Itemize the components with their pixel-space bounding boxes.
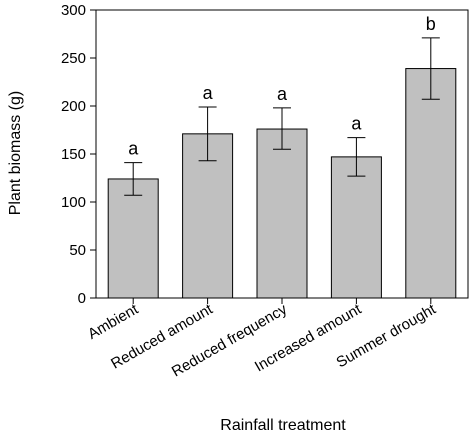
y-axis: 0 50 100 150 200 250 300 bbox=[61, 2, 96, 307]
significance-letter: a bbox=[203, 83, 214, 103]
bar bbox=[256, 128, 308, 299]
y-tick-label: 50 bbox=[69, 242, 86, 259]
bar bbox=[330, 156, 382, 299]
error-bars bbox=[124, 37, 440, 196]
bar bbox=[107, 178, 159, 299]
y-tick-label: 100 bbox=[61, 194, 86, 211]
x-category-label: Ambient bbox=[85, 300, 142, 343]
y-tick-label: 0 bbox=[78, 290, 86, 307]
significance-letter: b bbox=[426, 14, 436, 34]
y-tick-label: 150 bbox=[61, 146, 86, 163]
x-axis-title: Rainfall treatment bbox=[220, 417, 346, 434]
y-tick-label: 250 bbox=[61, 50, 86, 67]
significance-letter: a bbox=[128, 139, 139, 159]
significance-letters: a a a a b bbox=[128, 14, 436, 159]
bar bbox=[405, 68, 457, 299]
y-axis-title: Plant biomass (g) bbox=[7, 91, 24, 216]
significance-letter: a bbox=[351, 114, 362, 134]
y-tick-label: 300 bbox=[61, 2, 86, 19]
significance-letter: a bbox=[277, 84, 288, 104]
y-tick-label: 200 bbox=[61, 98, 86, 115]
